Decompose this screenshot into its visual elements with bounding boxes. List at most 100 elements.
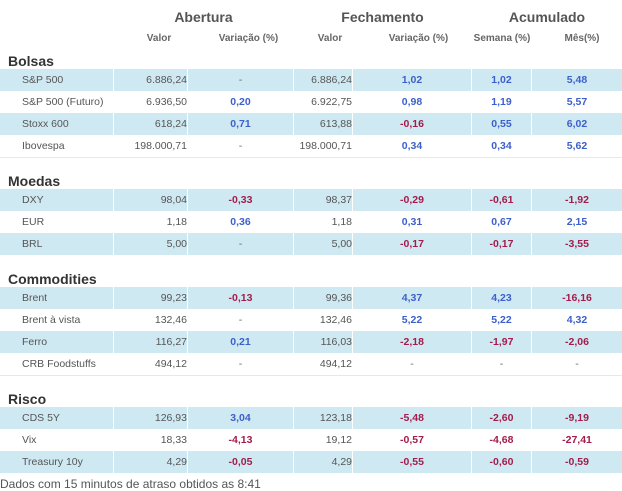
column-divider xyxy=(293,309,294,331)
close-change-cell: - xyxy=(410,358,414,370)
column-divider xyxy=(113,113,114,135)
open-value-cell: 494,12 xyxy=(154,358,187,370)
column-divider xyxy=(293,407,294,429)
close-change-cell: 0,34 xyxy=(401,140,423,152)
col-month: Mês(%) xyxy=(564,33,600,44)
close-change-cell: 0,31 xyxy=(401,216,423,228)
column-divider xyxy=(352,451,353,473)
column-divider xyxy=(352,353,353,375)
column-divider xyxy=(471,211,472,233)
open-change-cell: 0,21 xyxy=(188,331,293,353)
section-title: Commodities xyxy=(8,271,97,287)
week-cell: -2,60 xyxy=(472,407,531,429)
close-value-cell: 4,29 xyxy=(294,451,352,473)
close-value-cell: 6.886,24 xyxy=(294,69,352,91)
close-value-cell: 132,46 xyxy=(319,314,352,326)
column-divider xyxy=(113,309,114,331)
open-value-cell: 99,23 xyxy=(114,287,187,309)
column-divider xyxy=(352,189,353,211)
column-divider xyxy=(293,69,294,91)
close-change-cell: 5,22 xyxy=(401,314,423,326)
table-row: Vix 18,33 -4,13 19,12 -0,57 -4,68 -27,41 xyxy=(0,429,622,452)
week-cell: -4,68 xyxy=(489,434,514,446)
column-divider xyxy=(471,353,472,375)
table-row: S&P 500 6.886,24-6.886,24 1,02 1,02 5,48 xyxy=(0,69,622,91)
column-divider xyxy=(471,331,472,353)
column-divider xyxy=(531,353,532,375)
column-divider xyxy=(471,451,472,473)
column-divider xyxy=(471,407,472,429)
column-divider xyxy=(352,69,353,91)
column-divider xyxy=(352,113,353,135)
month-cell: 2,15 xyxy=(566,216,588,228)
month-cell: -16,16 xyxy=(532,287,622,309)
column-divider xyxy=(471,113,472,135)
month-cell: 4,32 xyxy=(566,314,588,326)
close-change-cell: -0,57 xyxy=(400,434,424,446)
open-value-cell: 6.886,24 xyxy=(114,69,187,91)
column-divider xyxy=(293,233,294,255)
column-divider xyxy=(531,113,532,135)
group-acumulado: Acumulado xyxy=(508,9,586,25)
column-divider xyxy=(293,429,294,451)
week-cell: -0,61 xyxy=(472,189,531,211)
open-value-cell: 1,18 xyxy=(166,216,187,228)
table-row: S&P 500 (Futuro) 6.936,50 0,20 6.922,75 0,98… xyxy=(0,91,622,114)
close-change-cell: -2,18 xyxy=(353,331,471,353)
column-divider xyxy=(113,429,114,451)
open-value-cell: 18,33 xyxy=(160,434,187,446)
column-divider xyxy=(531,233,532,255)
column-divider xyxy=(293,287,294,309)
column-divider xyxy=(113,211,114,233)
column-divider xyxy=(352,91,353,113)
week-cell: 5,22 xyxy=(491,314,512,326)
open-value-cell: 98,04 xyxy=(114,189,187,211)
month-cell: -0,59 xyxy=(532,451,622,473)
open-change-cell: - xyxy=(188,69,293,91)
column-divider xyxy=(352,429,353,451)
column-divider xyxy=(531,189,532,211)
close-value-cell: 5,00 xyxy=(294,233,352,255)
column-divider xyxy=(187,91,188,113)
column-divider xyxy=(352,287,353,309)
column-divider xyxy=(113,451,114,473)
column-divider xyxy=(293,331,294,353)
table-row: Stoxx 600 618,24 0,71 613,88 -0,16 0,55 6,02 xyxy=(0,113,622,135)
column-divider xyxy=(352,407,353,429)
column-divider xyxy=(293,353,294,375)
column-divider xyxy=(187,69,188,91)
close-change-cell: -0,17 xyxy=(353,233,471,255)
week-cell: 1,19 xyxy=(491,96,512,108)
column-divider xyxy=(352,211,353,233)
table-row: DXY 98,04 -0,33 98,37 -0,29 -0,61 -1,92 xyxy=(0,189,622,211)
open-value-cell: 116,27 xyxy=(114,331,187,353)
open-value-cell: 198.000,71 xyxy=(134,140,187,152)
column-divider xyxy=(113,353,114,375)
week-cell: - xyxy=(499,358,504,370)
open-change-cell: 0,20 xyxy=(230,96,251,108)
column-divider xyxy=(113,135,114,157)
open-value-cell: 6.936,50 xyxy=(146,96,187,108)
instrument-name: EUR xyxy=(22,216,45,228)
open-value-cell: 126,93 xyxy=(114,407,187,429)
close-value-cell: 1,18 xyxy=(331,216,352,228)
close-change-cell: 4,37 xyxy=(353,287,471,309)
close-value-cell: 19,12 xyxy=(325,434,352,446)
week-cell: -0,17 xyxy=(472,233,531,255)
column-subheader: Valor Variação (%) Valor Variação (%) Se… xyxy=(0,33,622,47)
column-divider xyxy=(113,407,114,429)
instrument-name: Treasury 10y xyxy=(0,451,113,473)
column-divider xyxy=(113,91,114,113)
table-row: CRB Foodstuffs 494,12 - 494,12 - - - xyxy=(0,353,622,376)
open-change-cell: - xyxy=(238,314,243,326)
column-divider xyxy=(187,309,188,331)
close-value-cell: 613,88 xyxy=(294,113,352,135)
instrument-name: DXY xyxy=(0,189,113,211)
instrument-name: Brent xyxy=(0,287,113,309)
column-divider xyxy=(187,211,188,233)
close-change-cell: -0,29 xyxy=(353,189,471,211)
table-row: BRL 5,00-5,00 -0,17 -0,17 -3,55 xyxy=(0,233,622,255)
table-row: Ibovespa 198.000,71 - 198.000,71 0,34 0,34 5,6… xyxy=(0,135,622,158)
section-title: Bolsas xyxy=(8,53,54,69)
close-value-cell: 116,03 xyxy=(294,331,352,353)
